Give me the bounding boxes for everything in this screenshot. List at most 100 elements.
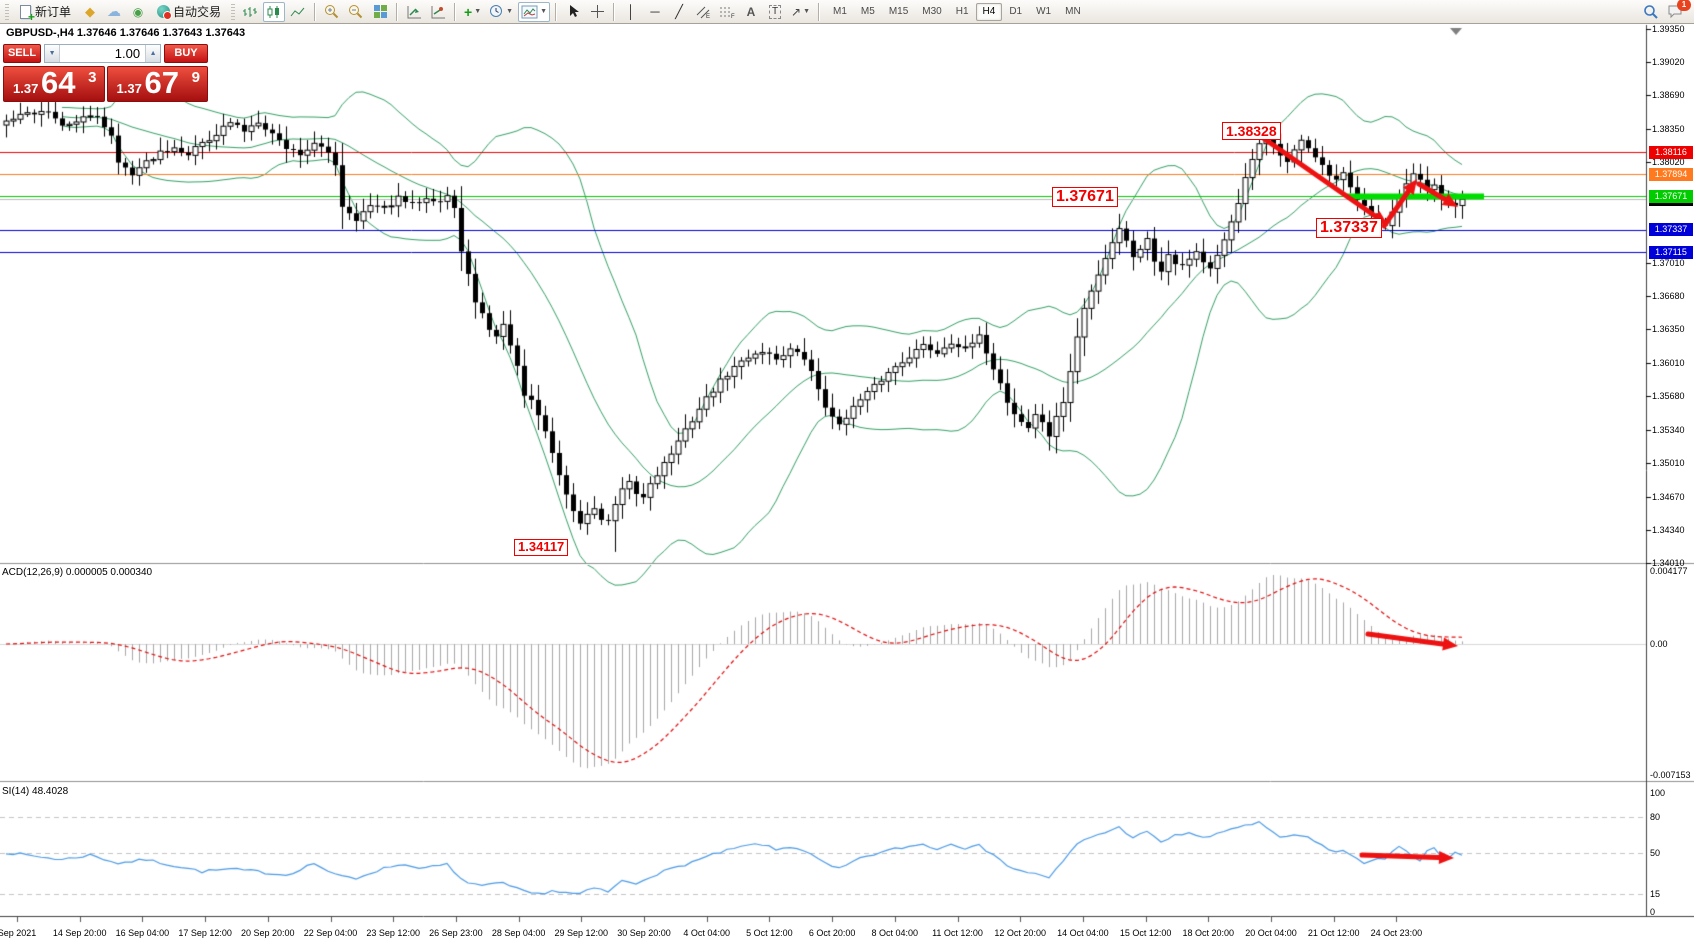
- cursor-icon: [569, 5, 579, 17]
- shapes-icon: ↗: [791, 4, 802, 19]
- zoom-out-button[interactable]: [345, 2, 367, 22]
- volume-increase-button[interactable]: ▲: [145, 45, 161, 62]
- bar-chart-button[interactable]: [239, 2, 261, 22]
- text-button[interactable]: A: [740, 2, 762, 22]
- new-order-button[interactable]: + 新订单: [13, 2, 77, 23]
- sell-price-panel[interactable]: 1.37 64 3: [3, 65, 105, 102]
- fibonacci-button[interactable]: F: [716, 2, 738, 22]
- one-click-trading-panel: SELL ▼ 1.00 ▲ BUY 1.37 64 3 1.37 67 9: [3, 44, 208, 102]
- vertical-line-button[interactable]: │: [620, 2, 642, 22]
- toolbar-separator: [818, 2, 820, 21]
- notifications-button[interactable]: 1: [1664, 0, 1691, 22]
- cursor-button[interactable]: [562, 2, 584, 22]
- buy-price-big: 67: [144, 65, 179, 100]
- trendline-icon: ╱: [675, 3, 683, 19]
- bar-chart-icon: [243, 6, 257, 17]
- toolbar-grip[interactable]: [5, 3, 9, 20]
- add-indicator-icon: +: [464, 3, 473, 20]
- timeframe-button-w1[interactable]: W1: [1029, 3, 1058, 21]
- trendline-button[interactable]: ╱: [668, 2, 690, 22]
- svg-text:E: E: [706, 14, 710, 19]
- new-order-icon: +: [19, 4, 35, 23]
- horizontal-line-icon: ─: [650, 4, 660, 19]
- indicator-template-icon: [431, 5, 445, 18]
- search-icon: [1644, 4, 1658, 19]
- indicator-window-icon: [407, 5, 421, 18]
- toolbar-separator: [454, 2, 456, 21]
- buy-button[interactable]: BUY: [164, 44, 208, 63]
- search-button[interactable]: [1640, 2, 1662, 22]
- line-chart-icon: [290, 7, 305, 16]
- zoom-in-button[interactable]: [321, 2, 343, 22]
- chevron-down-icon: ▼: [506, 8, 514, 15]
- candlestick-chart-button[interactable]: [263, 1, 285, 22]
- autotrading-button[interactable]: 自动交易: [151, 2, 227, 22]
- channel-button[interactable]: E: [692, 2, 714, 22]
- autotrading-label: 自动交易: [172, 5, 221, 19]
- vertical-line-icon: │: [626, 4, 636, 19]
- tile-windows-button[interactable]: [369, 2, 391, 22]
- toolbar-separator: [396, 2, 398, 21]
- shapes-button[interactable]: ↗ ▼: [788, 2, 813, 22]
- svg-text:F: F: [731, 14, 735, 19]
- market-icon: ◆: [85, 3, 95, 19]
- sell-button[interactable]: SELL: [3, 44, 42, 63]
- community-cloud-icon: ☁: [107, 3, 121, 19]
- crosshair-icon: [590, 5, 604, 18]
- chevron-down-icon: ▼: [474, 8, 482, 15]
- timeframe-button-h4[interactable]: H4: [975, 2, 1003, 21]
- indicator-window-button[interactable]: [403, 2, 425, 22]
- candlestick-chart-icon: [267, 5, 279, 18]
- timeframe-button-d1[interactable]: D1: [1002, 3, 1029, 21]
- zoom-out-icon: [349, 5, 363, 19]
- signals-icon: ◉: [132, 4, 144, 19]
- community-button[interactable]: ☁: [103, 2, 125, 22]
- indicator-template-button[interactable]: [427, 2, 449, 22]
- text-icon: A: [746, 4, 756, 19]
- autotrading-icon: [156, 5, 172, 20]
- chevron-down-icon: ▼: [803, 8, 810, 15]
- chevron-down-icon: ▼: [540, 8, 547, 15]
- toolbar-grip[interactable]: [231, 3, 235, 20]
- timeframe-button-m15[interactable]: M15: [882, 3, 915, 21]
- new-order-label: 新订单: [34, 5, 71, 19]
- timeframe-button-mn[interactable]: MN: [1058, 3, 1088, 21]
- crosshair-button[interactable]: [586, 2, 608, 22]
- tile-windows-icon: [373, 5, 387, 18]
- sell-price-big: 64: [41, 65, 76, 100]
- chart-settings-icon: [521, 5, 538, 18]
- chart-title: GBPUSD-,H4 1.37646 1.37646 1.37643 1.376…: [6, 27, 246, 39]
- volume-decrease-button[interactable]: ▼: [45, 45, 61, 62]
- timeframe-group: M1 M5 M15 M30 H1 H4 D1 W1 MN: [826, 2, 1088, 21]
- buy-price-prefix: 1.37: [116, 81, 142, 96]
- buy-price-panel[interactable]: 1.37 67 9: [106, 65, 208, 102]
- buy-price-p ip: 9: [191, 69, 200, 86]
- chart-settings-button[interactable]: ▼: [518, 1, 550, 22]
- add-indicator-button[interactable]: + ▼: [461, 2, 484, 22]
- timeframe-button-h1[interactable]: H1: [949, 3, 976, 21]
- toolbar-separator: [555, 2, 557, 21]
- notification-badge: 1: [1677, 0, 1691, 11]
- market-button[interactable]: ◆: [79, 2, 101, 22]
- toolbar: + 新订单 ◆ ☁ ◉ 自动交易: [0, 0, 1694, 24]
- text-label-icon: T: [768, 4, 782, 19]
- fibonacci-icon: F: [720, 7, 735, 19]
- toolbar-separator: [613, 2, 615, 21]
- sell-price-prefix: 1.37: [13, 81, 39, 96]
- toolbar-separator: [314, 2, 316, 21]
- horizontal-line-button[interactable]: ─: [644, 2, 666, 22]
- volume-stepper: ▼ 1.00 ▲: [44, 44, 162, 63]
- zoom-in-icon: [325, 5, 339, 19]
- channel-icon: E: [696, 6, 710, 19]
- timeframe-button-m5[interactable]: M5: [854, 3, 882, 21]
- line-chart-button[interactable]: [287, 2, 309, 22]
- period-clock-icon: [490, 5, 503, 17]
- timeframe-button-m1[interactable]: M1: [826, 3, 854, 21]
- volume-value[interactable]: 1.00: [114, 46, 141, 61]
- timeframe-button-m30[interactable]: M30: [915, 3, 948, 21]
- period-button[interactable]: ▼: [486, 2, 516, 22]
- text-label-button[interactable]: T: [764, 2, 786, 22]
- signals-button[interactable]: ◉: [127, 2, 149, 22]
